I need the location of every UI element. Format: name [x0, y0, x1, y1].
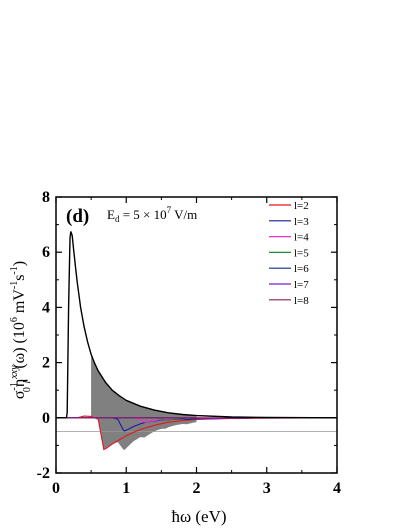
series-line-l2	[56, 415, 338, 451]
y-label-sigma-sup: -1	[9, 382, 20, 390]
y-label-close: )	[11, 261, 28, 266]
legend-label: l=6	[294, 263, 309, 275]
y-label-units-a: mV	[11, 289, 28, 317]
field-annotation-subscript: d	[115, 214, 120, 224]
field-annotation: Ed = 5 × 107 V/m	[107, 205, 197, 224]
y-tick-label: -2	[37, 465, 50, 482]
legend-label: l=4	[294, 232, 309, 244]
legend-label: l=3	[294, 216, 309, 228]
field-annotation-suffix: V/m	[171, 207, 197, 222]
x-tick-label: 2	[193, 480, 201, 497]
legend-label: l=8	[294, 295, 309, 307]
y-label-units-b-sup: -1	[9, 266, 20, 274]
x-tick-label: 4	[333, 480, 341, 497]
legend-label: l=5	[294, 247, 309, 259]
y-label-tail: (ω) (10	[11, 322, 28, 369]
panel-label: (d)	[66, 206, 89, 227]
y-label-sigma: σ	[11, 390, 28, 399]
y-label-sigma-sub: 0	[22, 387, 33, 392]
y-tick-label: 6	[42, 244, 50, 261]
x-tick-label: 3	[263, 480, 271, 497]
y-label-exp: 6	[9, 317, 20, 322]
y-tick-label: 0	[42, 410, 50, 427]
x-axis-label: ħω (eV)	[171, 507, 226, 526]
y-tick-label: 4	[42, 299, 50, 316]
x-tick-label: 0	[52, 480, 60, 497]
legend-label: l=2	[294, 200, 309, 212]
legend: l=2 l=3 l=4 l=5 l=6 l=7 l=8	[269, 200, 309, 307]
field-annotation-mid: = 5 × 10	[119, 207, 166, 222]
y-label-units-b: s	[11, 275, 28, 281]
shaded-region	[91, 354, 197, 451]
y-label-units-a-sup: -1	[9, 281, 20, 289]
series-line-total	[56, 231, 338, 419]
legend-label: l=7	[294, 279, 309, 291]
field-annotation-prefix: E	[107, 207, 115, 222]
x-tick-label: 1	[122, 480, 130, 497]
y-tick-label: 2	[42, 355, 50, 372]
field-annotation-superscript: 7	[167, 205, 172, 215]
y-tick-label: 8	[42, 189, 50, 206]
y-axis-label: σ-1 0ηxxyl(ω) (106 mV-1s-1)	[9, 261, 33, 399]
y-label-eta-sub: l	[22, 380, 33, 383]
y-label-eta-sup: xxy	[9, 365, 20, 380]
plot-area	[56, 231, 338, 451]
y-label-eta: η	[11, 379, 28, 387]
